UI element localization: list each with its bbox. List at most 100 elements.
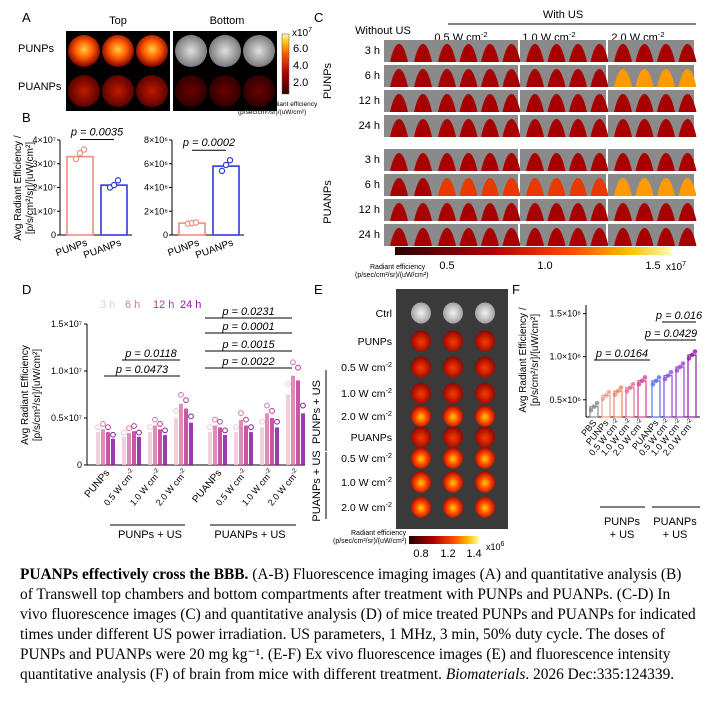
c-mouse-signal	[590, 94, 609, 112]
data-point	[639, 378, 645, 384]
c-mouse-signal	[414, 94, 432, 112]
c-time-label: 3 h	[365, 45, 380, 57]
data-point	[259, 418, 265, 425]
bar	[213, 425, 217, 465]
c-time-label: 3 h	[365, 154, 380, 166]
row-label-puanps: PUANPs	[18, 81, 62, 93]
colorbar-e-exp: x106	[486, 541, 505, 552]
well	[102, 75, 134, 107]
colorbar-c	[395, 247, 671, 255]
c-mouse-signal	[481, 178, 499, 196]
data-point	[80, 146, 88, 153]
c-mouse-signal	[635, 178, 654, 196]
bar	[100, 184, 128, 236]
caption-body: (A-B) Fluorescence imaging images (A) an…	[20, 566, 696, 683]
colorbar-e	[409, 536, 479, 544]
c-mouse-signal	[526, 153, 544, 171]
bar	[106, 432, 110, 465]
c-mouse-signal	[438, 153, 456, 171]
c-mouse-signal	[481, 153, 499, 171]
data-point	[618, 385, 624, 391]
bar	[291, 375, 295, 465]
e-brain	[443, 447, 463, 469]
c-mouse-signal	[414, 203, 432, 221]
d-chart: Avg Radiant Efficiency [p/s/cm²/sr]/[uW/c…	[20, 299, 306, 541]
data-point	[222, 161, 230, 169]
c-mouse-signal	[614, 203, 632, 221]
c-mouse-signal	[502, 203, 521, 221]
colorbar-e-caption: Radiant efficiency	[351, 530, 407, 537]
e-brain	[475, 471, 495, 493]
data-point	[588, 407, 594, 413]
c-mouse-signal	[590, 178, 609, 196]
bar	[137, 436, 141, 465]
sig-annotation: p = 0.0001	[221, 321, 274, 333]
e-brain	[475, 330, 495, 352]
bar	[122, 436, 126, 465]
panel-letter-f: F	[512, 282, 520, 297]
colorbar-a-tick: 2.0	[293, 77, 308, 89]
c-mouse-signal	[414, 69, 432, 87]
e-brain	[411, 447, 431, 469]
bar	[127, 433, 131, 465]
bar	[158, 429, 162, 465]
c-mouse-signal	[459, 119, 478, 137]
data-point	[300, 402, 306, 409]
well	[102, 35, 134, 67]
e-brain	[475, 405, 495, 427]
c-mouse-signal	[635, 44, 654, 62]
c-mouse-signal	[459, 153, 478, 171]
c-mouse-signal	[590, 44, 609, 62]
data-point	[650, 381, 656, 387]
data-point	[136, 429, 142, 436]
row-label-punps: PUNPs	[18, 43, 55, 55]
bar	[148, 432, 152, 465]
e-brain	[475, 302, 495, 324]
c-time-label: 6 h	[365, 179, 380, 191]
data-point	[131, 423, 137, 429]
data-point	[238, 410, 244, 417]
data-point	[689, 352, 695, 358]
bar	[296, 380, 300, 465]
data-point	[178, 391, 184, 398]
c-mouse-signal	[678, 153, 697, 171]
data-point	[624, 388, 630, 394]
e-brain	[411, 426, 431, 448]
c-mouse-signal	[526, 69, 544, 87]
data-point	[152, 416, 158, 423]
data-point	[594, 400, 600, 406]
d-ylabel: [p/s/cm²/sr]/[uW/cm²]	[32, 349, 43, 441]
e-brain	[411, 356, 431, 378]
c-mouse-signal	[590, 203, 609, 221]
c-mouse-signal	[590, 153, 609, 171]
c-mouse-signal	[614, 69, 632, 87]
c-mouse-signal	[390, 178, 408, 196]
d-legend-item: 3 h	[100, 299, 115, 311]
c-mouse-signal	[502, 69, 521, 87]
sig-annotation: p = 0.0164	[595, 348, 648, 360]
c-mouse-signal	[481, 228, 499, 246]
c-mouse-signal	[459, 203, 478, 221]
c-image-grid: 3 h 6 h 12 h 24 h 3 h 6 h 12 h 24 h	[359, 40, 697, 246]
c-mouse-signal	[526, 228, 544, 246]
data-point	[192, 219, 200, 226]
data-point	[680, 361, 686, 366]
c-mouse-signal	[502, 153, 521, 171]
data-point	[686, 356, 692, 361]
c-mouse-signal	[390, 69, 408, 87]
c-mouse-signal	[657, 44, 675, 62]
y-tick-label: 1×10⁷	[32, 206, 56, 216]
c-group-label: PUANPs	[322, 180, 334, 224]
c-mouse-signal	[569, 228, 587, 246]
c-mouse-signal	[502, 44, 521, 62]
c-time-label: 24 h	[359, 120, 380, 132]
bar	[223, 434, 227, 465]
well	[175, 75, 207, 107]
c-mouse-signal	[590, 119, 609, 137]
d-legend-item: 6 h	[125, 299, 140, 311]
c-mouse-signal	[547, 228, 566, 246]
c-mouse-signal	[614, 153, 632, 171]
c-mouse-signal	[481, 44, 499, 62]
